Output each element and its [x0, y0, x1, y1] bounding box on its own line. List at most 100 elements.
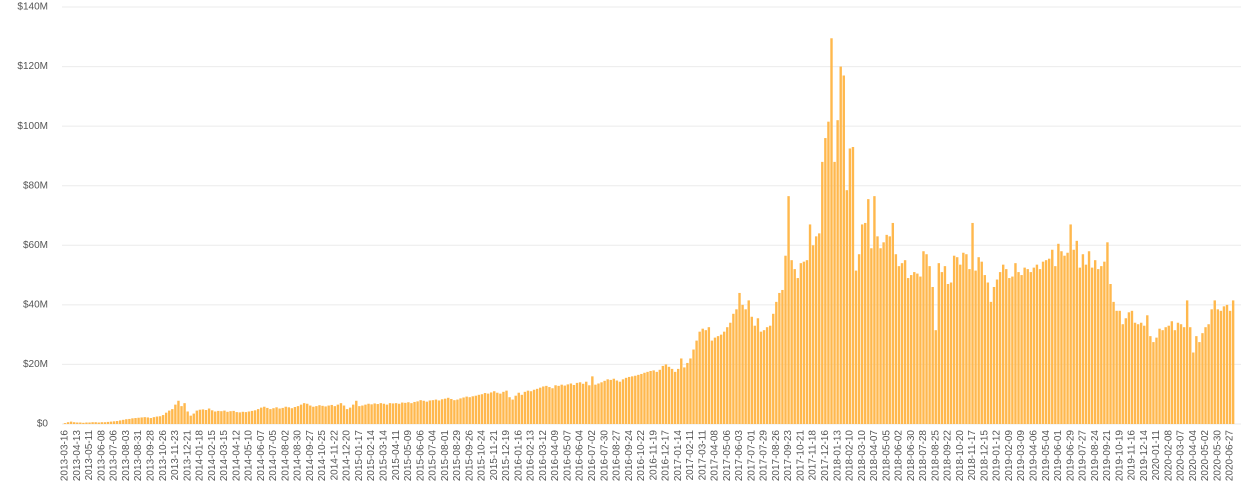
- bar: [683, 367, 686, 424]
- bar: [508, 397, 511, 424]
- bar: [486, 393, 490, 424]
- bar: [1063, 255, 1066, 424]
- bar: [394, 403, 398, 424]
- bar: [192, 413, 195, 424]
- bar: [778, 292, 781, 424]
- bar: [82, 422, 85, 424]
- bar: [1029, 272, 1032, 424]
- bar: [897, 266, 901, 424]
- bar: [496, 392, 499, 424]
- bar: [456, 399, 459, 424]
- bar: [781, 289, 784, 424]
- bar: [1222, 306, 1226, 424]
- bar: [842, 75, 845, 424]
- bar: [591, 376, 594, 424]
- x-tick-label: 2015-12-19: [501, 430, 512, 482]
- bar: [870, 248, 873, 424]
- bar: [943, 266, 947, 424]
- bar: [851, 146, 855, 424]
- bar: [756, 318, 760, 424]
- x-tick-label: 2013-08-31: [133, 430, 144, 482]
- bar: [741, 304, 744, 424]
- bar: [1136, 324, 1140, 424]
- bar: [256, 409, 260, 424]
- bar: [1075, 240, 1078, 424]
- bar: [931, 286, 934, 424]
- x-tick-label: 2013-08-03: [121, 430, 132, 482]
- bar: [364, 404, 367, 424]
- bar: [968, 269, 971, 424]
- bar: [542, 386, 545, 424]
- x-tick-label: 2015-11-21: [489, 430, 500, 481]
- x-tick-label: 2014-04-12: [231, 430, 242, 482]
- bar: [499, 393, 502, 424]
- bar: [980, 261, 983, 424]
- bar: [284, 406, 287, 424]
- bar: [581, 383, 585, 424]
- x-tick-label: 2018-08-25: [930, 430, 941, 482]
- bar: [557, 385, 560, 424]
- bar: [517, 392, 520, 424]
- x-tick-label: 2019-03-09: [1016, 430, 1027, 482]
- bar: [594, 384, 597, 424]
- bar: [342, 405, 346, 424]
- bar: [244, 412, 248, 424]
- bar: [1014, 263, 1017, 424]
- bar: [260, 407, 263, 424]
- bar: [404, 402, 407, 424]
- bar: [324, 406, 327, 424]
- bar: [655, 371, 658, 424]
- bar: [370, 404, 373, 424]
- bar: [391, 403, 395, 424]
- bar: [772, 313, 775, 424]
- bar: [232, 410, 235, 424]
- bar: [76, 422, 79, 424]
- bar: [1097, 269, 1100, 424]
- bar: [1228, 310, 1232, 424]
- bar: [600, 382, 603, 424]
- bar: [79, 422, 82, 424]
- x-tick-label: 2015-09-26: [464, 430, 475, 482]
- bar: [732, 313, 735, 424]
- x-tick-label: 2015-01-17: [354, 430, 365, 482]
- bar: [1179, 324, 1183, 424]
- bar: [474, 395, 478, 424]
- bar: [118, 420, 122, 424]
- x-tick-label: 2014-10-25: [317, 430, 328, 482]
- bar: [839, 66, 842, 425]
- bar: [1149, 336, 1152, 424]
- bar: [545, 385, 548, 424]
- bar: [946, 284, 950, 424]
- bar: [928, 266, 931, 424]
- x-tick-label: 2016-03-12: [538, 430, 549, 482]
- x-tick-label: 2016-11-19: [648, 430, 659, 481]
- x-tick-label: 2014-05-10: [244, 430, 255, 482]
- bar: [158, 416, 162, 424]
- bar: [913, 272, 916, 424]
- x-tick-label: 2014-08-30: [293, 430, 304, 482]
- bar: [722, 331, 726, 424]
- bar: [204, 410, 208, 424]
- bar: [1103, 261, 1106, 424]
- bar: [716, 336, 720, 424]
- bar: [1173, 330, 1177, 424]
- bar: [1038, 269, 1042, 424]
- x-tick-label: 2017-05-06: [722, 430, 733, 482]
- bar: [621, 379, 625, 424]
- bar: [597, 383, 600, 424]
- bar: [824, 138, 827, 425]
- y-tick-label: $80M: [23, 180, 48, 191]
- bar: [168, 410, 171, 424]
- bar: [330, 404, 333, 424]
- bar: [382, 403, 386, 424]
- bar: [643, 372, 646, 424]
- bar: [1198, 342, 1201, 424]
- bar: [468, 397, 471, 424]
- x-tick-label: 2014-02-15: [207, 430, 218, 482]
- bar: [253, 410, 257, 424]
- bar: [744, 309, 747, 424]
- bar: [753, 325, 757, 424]
- bar: [903, 260, 907, 424]
- bar: [1146, 315, 1149, 424]
